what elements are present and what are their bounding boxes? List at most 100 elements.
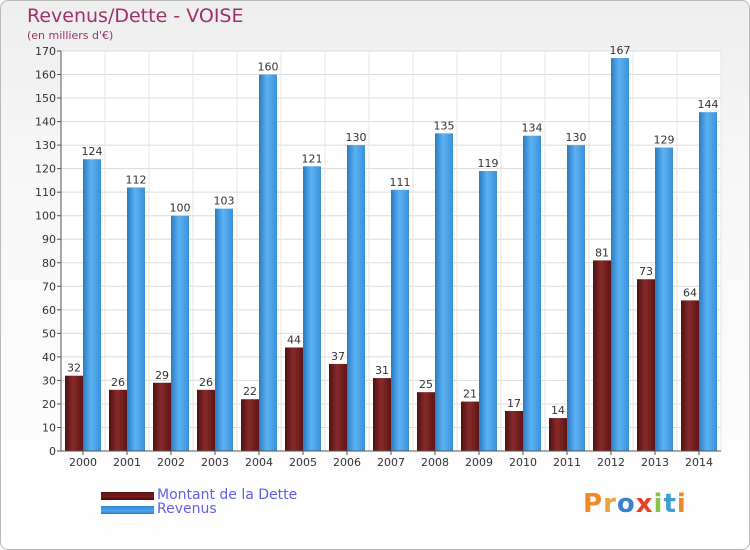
y-tick-label: 0 — [49, 445, 56, 458]
y-tick-label: 10 — [42, 421, 56, 434]
y-tick-label: 60 — [42, 304, 56, 317]
x-tick-label: 2006 — [333, 456, 361, 469]
data-label: 73 — [639, 265, 653, 278]
legend-label-revenus: Revenus — [157, 501, 217, 517]
bar-revenus — [655, 147, 673, 451]
y-tick-label: 20 — [42, 398, 56, 411]
x-tick-label: 2002 — [157, 456, 185, 469]
data-label: 121 — [302, 152, 323, 165]
data-label: 129 — [654, 133, 675, 146]
y-tick-label: 130 — [35, 139, 56, 152]
y-tick-label: 150 — [35, 92, 56, 105]
data-label: 25 — [419, 378, 433, 391]
y-tick-label: 50 — [42, 327, 56, 340]
logo-letter: P — [583, 489, 604, 519]
logo-letter: t — [663, 489, 677, 519]
bar-revenus — [479, 171, 497, 451]
data-label: 21 — [463, 388, 477, 401]
data-label: 37 — [331, 350, 345, 363]
data-label: 130 — [566, 131, 587, 144]
bar-dette — [153, 382, 171, 451]
data-label: 124 — [82, 145, 103, 158]
logo-letter: x — [635, 489, 654, 519]
bar-revenus — [435, 133, 453, 451]
data-label: 134 — [522, 122, 543, 135]
logo-letter: i — [653, 489, 664, 519]
bar-revenus — [127, 187, 145, 451]
bar-dette — [637, 279, 655, 451]
bar-revenus — [215, 208, 233, 451]
x-tick-label: 2012 — [597, 456, 625, 469]
data-label: 31 — [375, 364, 389, 377]
data-label: 112 — [126, 173, 147, 186]
y-tick-label: 100 — [35, 210, 56, 223]
x-tick-label: 2001 — [113, 456, 141, 469]
bar-revenus — [171, 215, 189, 451]
data-label: 17 — [507, 397, 521, 410]
x-tick-label: 2005 — [289, 456, 317, 469]
x-tick-label: 2003 — [201, 456, 229, 469]
data-label: 32 — [67, 362, 81, 375]
legend-swatch-revenus — [101, 506, 154, 514]
bar-revenus — [391, 189, 409, 451]
data-label: 160 — [258, 61, 279, 74]
chart-plot-area: 0 10 20 30 40 50 60 70 80 90 100 110 120 130 140 150 160… — [35, 44, 722, 469]
data-label: 135 — [434, 119, 455, 132]
y-tick-label: 80 — [42, 257, 56, 270]
bar-dette — [505, 411, 523, 451]
logo-letter: o — [616, 489, 636, 519]
chart-title: Revenus/Dette - VOISE — [27, 5, 244, 27]
bar-dette — [285, 347, 303, 451]
data-label: 81 — [595, 246, 609, 259]
bar-revenus — [611, 58, 629, 451]
y-tick-label: 110 — [35, 186, 56, 199]
bar-dette — [373, 378, 391, 451]
bar-dette — [241, 399, 259, 451]
data-label: 14 — [551, 404, 565, 417]
bar-dette — [681, 300, 699, 451]
legend-swatch-dette — [101, 492, 154, 500]
legend-label-dette: Montant de la Dette — [157, 487, 298, 503]
x-tick-label: 2013 — [641, 456, 669, 469]
x-tick-label: 2008 — [421, 456, 449, 469]
proxiti-logo: Proxiti — [583, 489, 687, 519]
data-label: 144 — [698, 98, 719, 111]
bar-revenus — [699, 112, 717, 452]
logo-letter: i — [676, 489, 687, 519]
bar-dette — [549, 418, 567, 451]
bar-revenus — [347, 145, 365, 451]
x-tick-label: 2009 — [465, 456, 493, 469]
y-tick-label: 40 — [42, 351, 56, 364]
x-tick-label: 2011 — [553, 456, 581, 469]
logo-letter: r — [603, 489, 617, 519]
x-tick-label: 2014 — [685, 456, 713, 469]
data-label: 26 — [199, 376, 213, 389]
bar-dette — [593, 260, 611, 451]
bar-dette — [461, 401, 479, 451]
bar-dette — [417, 392, 435, 451]
data-label: 22 — [243, 385, 257, 398]
y-tick-label: 90 — [42, 233, 56, 246]
y-tick-label: 160 — [35, 69, 56, 82]
bar-dette — [197, 389, 215, 451]
y-tick-label: 140 — [35, 116, 56, 129]
x-tick-label: 2000 — [69, 456, 97, 469]
y-tick-label: 70 — [42, 280, 56, 293]
data-label: 26 — [111, 376, 125, 389]
x-tick-label: 2004 — [245, 456, 273, 469]
data-label: 111 — [390, 176, 411, 189]
x-tick-label: 2007 — [377, 456, 405, 469]
bar-revenus — [83, 159, 101, 451]
chart-subtitle: (en milliers d'€) — [27, 29, 114, 42]
bar-revenus — [303, 166, 321, 451]
data-label: 119 — [478, 157, 499, 170]
data-label: 103 — [214, 195, 235, 208]
data-label: 64 — [683, 286, 697, 299]
data-label: 100 — [170, 202, 191, 215]
y-tick-label: 170 — [35, 45, 56, 58]
y-tick-label: 120 — [35, 163, 56, 176]
data-label: 167 — [610, 44, 631, 57]
bar-dette — [329, 363, 347, 451]
bar-revenus — [523, 135, 541, 452]
